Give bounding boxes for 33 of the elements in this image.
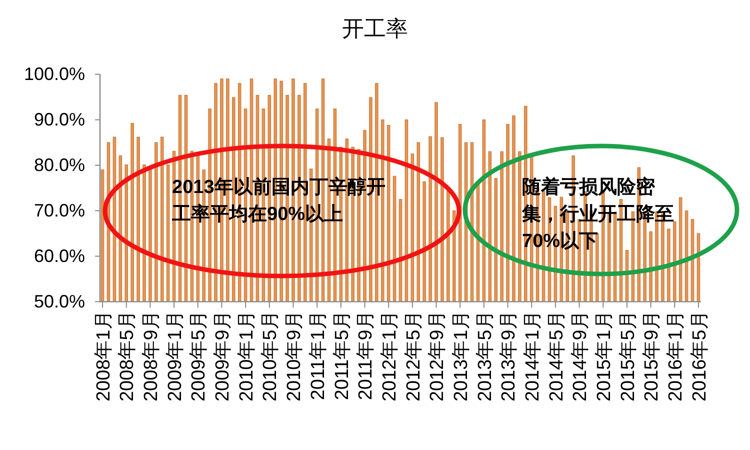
y-tick-label: 90.0% bbox=[34, 110, 85, 130]
x-tick-label: 2012年1月 bbox=[379, 310, 400, 402]
y-tick-label: 60.0% bbox=[34, 246, 85, 266]
x-tick-label: 2010年1月 bbox=[236, 310, 258, 402]
x-tick-label: 2014年5月 bbox=[546, 310, 568, 402]
x-tick-label: 2014年9月 bbox=[570, 310, 592, 402]
y-tick-label: 100.0% bbox=[24, 64, 85, 84]
x-tick-label: 2013年9月 bbox=[498, 310, 520, 402]
x-tick-label: 2015年9月 bbox=[642, 310, 663, 402]
x-tick-label: 2015年1月 bbox=[594, 310, 615, 402]
x-tick-label: 2008年9月 bbox=[141, 310, 162, 402]
x-tick-label: 2015年5月 bbox=[618, 310, 639, 402]
x-tick-label: 2010年9月 bbox=[284, 310, 306, 402]
x-tick-label: 2010年5月 bbox=[260, 310, 282, 402]
x-tick-label: 2014年1月 bbox=[522, 310, 544, 402]
chart-title: 开工率 bbox=[342, 16, 408, 41]
x-tick-label: 2008年5月 bbox=[117, 310, 138, 402]
x-tick-label: 2009年1月 bbox=[164, 310, 186, 402]
x-tick-label: 2008年1月 bbox=[93, 310, 114, 402]
x-tick-label: 2016年1月 bbox=[665, 310, 686, 402]
x-tick-label: 2012年9月 bbox=[427, 310, 448, 402]
y-tick-label: 80.0% bbox=[34, 155, 85, 176]
y-tick-label: 50.0% bbox=[34, 291, 85, 312]
x-tick-label: 2011年1月 bbox=[308, 310, 329, 400]
x-tick-label: 2016年5月 bbox=[689, 310, 710, 402]
x-tick-label: 2013年5月 bbox=[474, 310, 496, 402]
x-tick-label: 2009年5月 bbox=[188, 310, 210, 402]
x-tick-label: 2011年9月 bbox=[356, 310, 377, 400]
x-tick-label: 2009年9月 bbox=[212, 310, 234, 402]
x-tick-label: 2011年5月 bbox=[332, 310, 353, 400]
x-tick-label: 2013年1月 bbox=[450, 310, 472, 402]
x-tick-label: 2012年5月 bbox=[403, 310, 424, 402]
y-tick-label: 70.0% bbox=[34, 200, 85, 220]
